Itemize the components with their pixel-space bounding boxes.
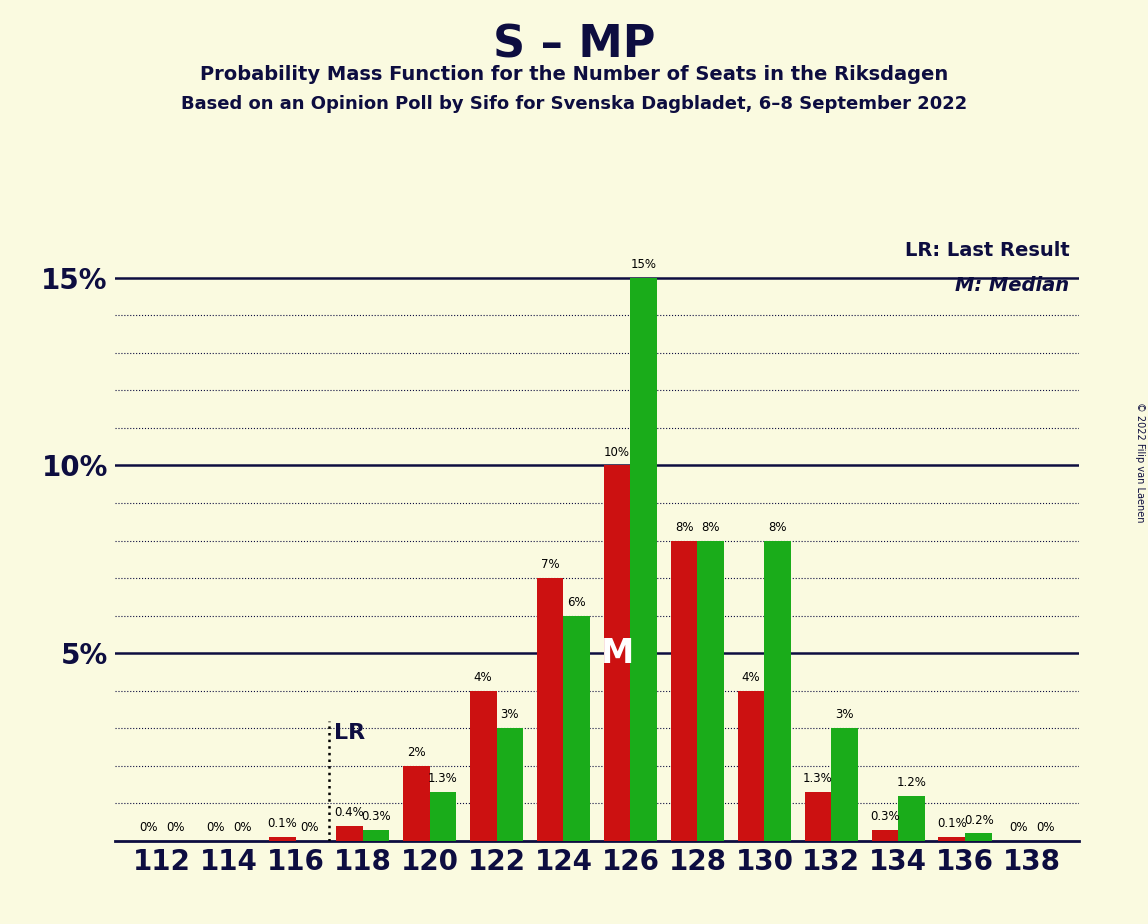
- Text: 15%: 15%: [631, 258, 657, 271]
- Bar: [470, 691, 496, 841]
- Text: 6%: 6%: [567, 596, 587, 609]
- Text: 0%: 0%: [233, 821, 251, 834]
- Bar: [604, 466, 630, 841]
- Text: 1.3%: 1.3%: [428, 772, 458, 785]
- Text: 3%: 3%: [836, 709, 854, 722]
- Text: M: Median: M: Median: [955, 276, 1070, 296]
- Text: 0%: 0%: [165, 821, 185, 834]
- Text: 0%: 0%: [205, 821, 225, 834]
- Text: S – MP: S – MP: [492, 23, 656, 67]
- Bar: [965, 833, 992, 841]
- Bar: [670, 541, 698, 841]
- Text: 8%: 8%: [701, 521, 720, 534]
- Text: Probability Mass Function for the Number of Seats in the Riksdagen: Probability Mass Function for the Number…: [200, 65, 948, 84]
- Text: © 2022 Filip van Laenen: © 2022 Filip van Laenen: [1134, 402, 1145, 522]
- Bar: [335, 826, 363, 841]
- Bar: [738, 691, 765, 841]
- Bar: [939, 837, 965, 841]
- Bar: [765, 541, 791, 841]
- Text: 4%: 4%: [742, 671, 760, 684]
- Bar: [537, 578, 564, 841]
- Bar: [831, 728, 859, 841]
- Text: 0%: 0%: [1037, 821, 1055, 834]
- Bar: [805, 792, 831, 841]
- Text: 0%: 0%: [300, 821, 318, 834]
- Bar: [898, 796, 925, 841]
- Text: 8%: 8%: [768, 521, 788, 534]
- Text: 0%: 0%: [139, 821, 157, 834]
- Text: 0.1%: 0.1%: [937, 818, 967, 831]
- Bar: [697, 541, 724, 841]
- Bar: [403, 766, 429, 841]
- Text: 4%: 4%: [474, 671, 492, 684]
- Text: 0.1%: 0.1%: [267, 818, 297, 831]
- Text: 0.3%: 0.3%: [870, 809, 900, 822]
- Bar: [429, 792, 457, 841]
- Bar: [269, 837, 296, 841]
- Text: 0.3%: 0.3%: [362, 809, 390, 822]
- Text: 1.3%: 1.3%: [804, 772, 832, 785]
- Text: LR: Last Result: LR: Last Result: [905, 241, 1070, 261]
- Text: 3%: 3%: [501, 709, 519, 722]
- Bar: [497, 728, 523, 841]
- Text: 10%: 10%: [604, 445, 630, 458]
- Text: 7%: 7%: [541, 558, 559, 571]
- Text: Based on an Opinion Poll by Sifo for Svenska Dagbladet, 6–8 September 2022: Based on an Opinion Poll by Sifo for Sve…: [181, 95, 967, 113]
- Bar: [871, 830, 899, 841]
- Text: 0.4%: 0.4%: [334, 806, 364, 819]
- Text: M: M: [600, 637, 634, 670]
- Bar: [630, 278, 657, 841]
- Text: 0%: 0%: [1009, 821, 1029, 834]
- Text: 2%: 2%: [406, 746, 426, 759]
- Bar: [564, 615, 590, 841]
- Text: 8%: 8%: [675, 521, 693, 534]
- Text: 1.2%: 1.2%: [897, 776, 926, 789]
- Text: 0.2%: 0.2%: [964, 813, 993, 827]
- Text: LR: LR: [334, 723, 365, 743]
- Bar: [363, 830, 389, 841]
